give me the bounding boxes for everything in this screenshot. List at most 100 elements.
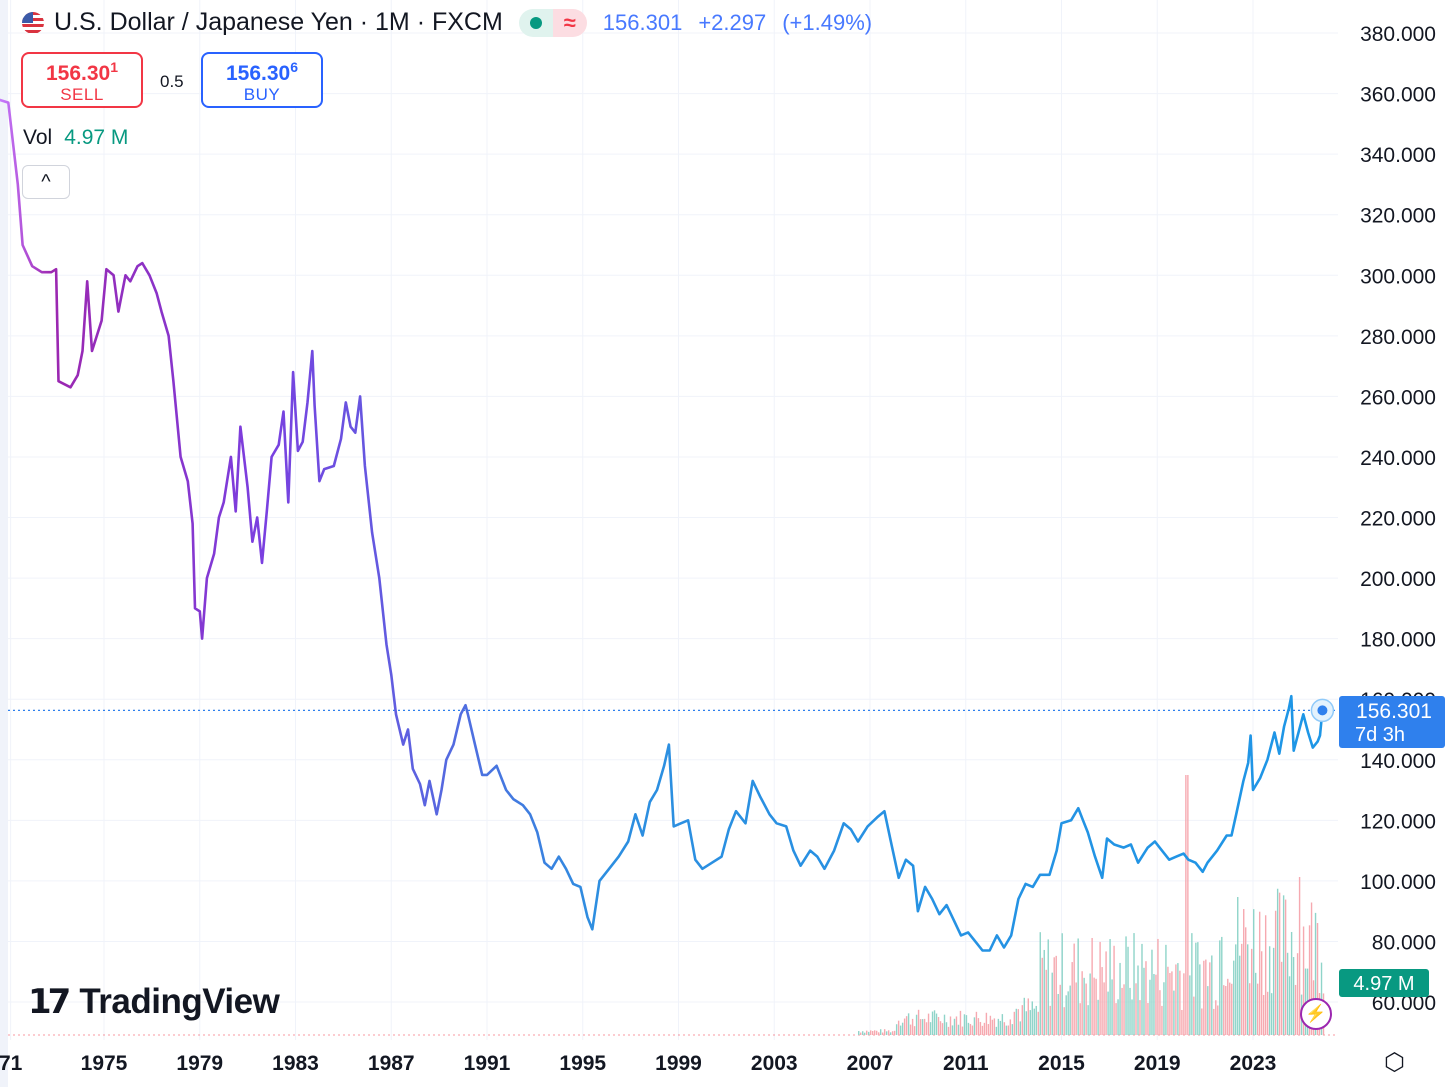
- settings-icon[interactable]: ⬡: [1384, 1049, 1405, 1076]
- volume-bar: [1282, 895, 1285, 1035]
- volume-bar: [1067, 991, 1069, 1035]
- volume-bar: [1213, 1008, 1215, 1035]
- volume-bar: [975, 1011, 978, 1035]
- last-price: 156.301: [602, 9, 683, 35]
- volume-bar: [1069, 985, 1071, 1035]
- volume-bar: [1292, 957, 1295, 1035]
- volume-bar: [1065, 995, 1067, 1035]
- y-tick-label: 320.000: [1360, 205, 1436, 228]
- price-tag-countdown: 7d 3h: [1355, 724, 1405, 746]
- volume-bar: [1137, 965, 1139, 1035]
- volume-bar: [917, 1009, 920, 1035]
- volume-bar: [1233, 960, 1235, 1035]
- sell-button[interactable]: 156.301 SELL: [21, 52, 143, 108]
- volume-bar: [947, 1026, 950, 1035]
- market-status-pill[interactable]: ≈: [518, 8, 587, 37]
- sell-price: 156.30: [45, 61, 111, 85]
- volume-bar: [979, 1021, 982, 1035]
- volume-bar: [1223, 985, 1225, 1035]
- volume-bar: [1251, 948, 1253, 1035]
- volume-bar: [1207, 986, 1209, 1035]
- volume-bar: [1284, 899, 1287, 1035]
- volume-bar: [1019, 1021, 1022, 1035]
- volume-bar: [1241, 943, 1243, 1035]
- x-tick-label: 2015: [1038, 1052, 1085, 1075]
- volume-bar: [1089, 973, 1091, 1035]
- volume-bar: [879, 1029, 882, 1035]
- volume-bar: [1113, 945, 1115, 1035]
- volume-bar: [1041, 957, 1043, 1035]
- volume-bar: [1013, 1011, 1016, 1035]
- volume-bar: [1217, 1005, 1219, 1035]
- volume-bar: [1294, 984, 1297, 1035]
- volume-bar: [903, 1018, 906, 1035]
- x-tick-label: 1975: [81, 1052, 128, 1075]
- volume-bar: [1085, 983, 1087, 1035]
- volume-bar: [1215, 1000, 1217, 1035]
- x-tick-label: 1995: [559, 1052, 606, 1075]
- y-tick-label: 140.000: [1360, 750, 1436, 773]
- volume-bar: [1079, 1003, 1081, 1035]
- volume-bar: [1316, 923, 1319, 1035]
- volume-bar: [955, 1016, 958, 1035]
- volume-bar: [1121, 987, 1123, 1035]
- volume-bar: [1237, 897, 1239, 1035]
- volume-bar: [989, 1015, 992, 1035]
- volume-bar: [1163, 982, 1165, 1035]
- volume-bar: [1260, 951, 1263, 1035]
- volume-bar: [913, 1026, 916, 1035]
- volume-bar: [985, 1012, 988, 1035]
- volume-bar: [1254, 972, 1257, 1035]
- volume-bar: [965, 1015, 968, 1035]
- volume-bar: [1247, 944, 1249, 1035]
- volume-bar: [1253, 909, 1255, 1035]
- volume-bar: [925, 1022, 928, 1035]
- volume-bar: [1129, 987, 1131, 1035]
- volume-bar: [1125, 936, 1127, 1035]
- bolt-icon[interactable]: ⚡: [1300, 998, 1332, 1030]
- volume-bar: [1167, 966, 1169, 1035]
- last-point-dot: [1317, 705, 1328, 716]
- volume-bar: [1133, 933, 1135, 1035]
- volume-bar: [1023, 997, 1025, 1035]
- volume-bar: [1109, 939, 1111, 1035]
- symbol-title[interactable]: U.S. Dollar / Japanese Yen · 1M · FXCM: [54, 8, 503, 36]
- price-series-line: [0, 98, 1324, 952]
- volume-label: Vol: [23, 126, 53, 149]
- x-tick-label: 71: [0, 1052, 23, 1075]
- buy-button[interactable]: 156.306 BUY: [201, 52, 323, 108]
- volume-bar: [1169, 972, 1171, 1035]
- volume-bar: [864, 1032, 866, 1035]
- volume-bar: [1189, 975, 1191, 1035]
- sell-price-sup: 1: [110, 58, 119, 75]
- price-change-pct: (+1.49%): [782, 9, 873, 35]
- volume-bar: [871, 1031, 874, 1035]
- volume-bar: [1191, 933, 1193, 1035]
- volume-bar: [945, 1022, 948, 1035]
- volume-legend[interactable]: Vol 4.97 M: [23, 126, 128, 150]
- x-tick-label: 1999: [655, 1052, 702, 1075]
- volume-bar: [1159, 990, 1161, 1035]
- volume-bar: [1021, 1005, 1024, 1035]
- volume-bar: [1031, 1001, 1033, 1035]
- volume-bar: [1147, 1003, 1149, 1035]
- volume-bar: [1061, 933, 1063, 1035]
- volume-bar: [1039, 932, 1041, 1035]
- volume-bar: [1197, 942, 1199, 1035]
- collapse-indicators-button[interactable]: ^: [22, 165, 70, 199]
- volume-bar: [1161, 1005, 1163, 1035]
- x-tick-label: 2003: [751, 1052, 798, 1075]
- volume-bar: [881, 1032, 884, 1035]
- volume-bar: [885, 1031, 888, 1035]
- logo-text: TradingView: [79, 982, 280, 1021]
- volume-bar: [1185, 775, 1187, 1035]
- volume-bar: [957, 1024, 960, 1035]
- spread-value: 0.5: [160, 72, 184, 91]
- volume-bar: [1183, 973, 1185, 1035]
- volume-bar: [1047, 939, 1049, 1035]
- wave-icon: ≈: [552, 8, 587, 37]
- volume-bar: [1310, 902, 1313, 1035]
- volume-bar: [877, 1032, 880, 1035]
- market-open-dot-icon: [529, 16, 542, 29]
